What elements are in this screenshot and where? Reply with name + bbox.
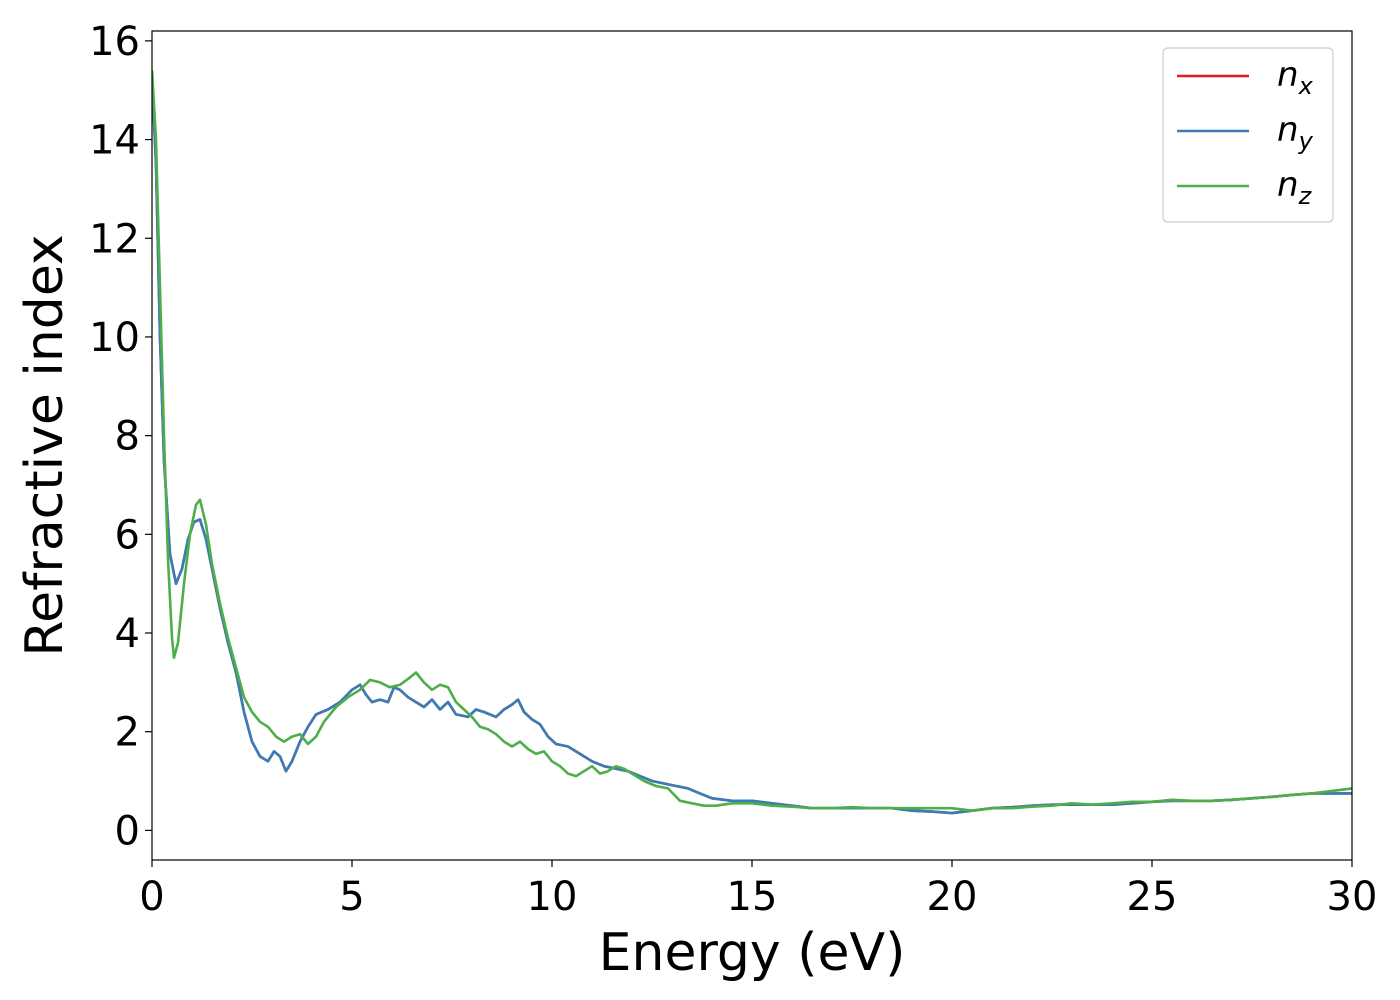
legend-label-y: ny (1277, 110, 1314, 155)
y-tick-label: 10 (89, 315, 140, 361)
x-tick-label: 25 (1127, 874, 1178, 920)
legend-label-z: nz (1277, 165, 1313, 210)
legend-label-sub: x (1298, 72, 1314, 100)
x-tick-label: 5 (339, 874, 364, 920)
series-line-z (152, 70, 1352, 813)
plot-frame (151, 30, 1353, 861)
axis-ticks: 0 5 10 15 20 25 30 0 2 4 6 8 10 12 14 16 (89, 19, 1377, 920)
y-tick-label: 14 (89, 118, 140, 164)
y-tick-label: 0 (115, 808, 140, 854)
legend-label-base: n (1277, 110, 1299, 150)
y-tick-label: 12 (89, 216, 140, 262)
legend-label-x: nx (1277, 55, 1314, 100)
legend-label-base: n (1277, 165, 1299, 205)
legend-label-sub: y (1298, 127, 1314, 155)
x-tick-label: 20 (927, 874, 978, 920)
y-tick-label: 2 (115, 710, 140, 756)
x-tick-label: 10 (527, 874, 578, 920)
y-tick-label: 6 (115, 512, 140, 558)
y-tick-label: 16 (89, 19, 140, 65)
x-axis-label: Energy (eV) (599, 923, 906, 983)
legend-label-base: n (1277, 55, 1299, 95)
plot-area (152, 70, 1352, 815)
x-tick-label: 15 (727, 874, 778, 920)
x-tick-label: 0 (139, 874, 164, 920)
x-tick-label: 30 (1327, 874, 1378, 920)
y-axis-label: Refractive index (15, 234, 75, 656)
y-tick-label: 8 (115, 414, 140, 460)
legend-frame (1162, 47, 1334, 223)
legend-label-sub: z (1298, 182, 1313, 210)
y-tick-label: 4 (115, 611, 140, 657)
